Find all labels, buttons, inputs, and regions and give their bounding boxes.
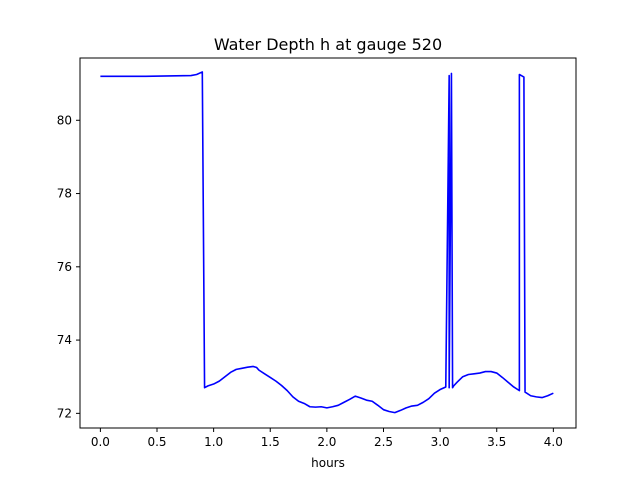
x-tick-label: 0.0 [91, 435, 110, 449]
series-layer [100, 71, 554, 414]
y-tick-label: 78 [57, 187, 72, 201]
x-tick-label: 1.5 [261, 435, 280, 449]
y-tick-label: 80 [57, 113, 72, 127]
y-axis: 72 74 76 78 80 [57, 113, 80, 420]
series-line [100, 71, 554, 414]
x-tick-label: 1.0 [204, 435, 223, 449]
x-tick-label: 2.0 [317, 435, 336, 449]
plot-area [80, 58, 576, 428]
x-axis: 0.0 0.5 1.0 1.5 2.0 2.5 3.0 3.5 4.0 [91, 428, 563, 449]
x-tick-label: 2.5 [374, 435, 393, 449]
plot-frame [79, 57, 577, 429]
x-tick-label: 0.5 [147, 435, 166, 449]
y-tick-label: 74 [57, 333, 72, 347]
x-tick-label: 3.5 [487, 435, 506, 449]
x-tick-label: 4.0 [544, 435, 563, 449]
chart-title: Water Depth h at gauge 520 [214, 35, 442, 54]
x-tick-label: 3.0 [431, 435, 450, 449]
y-tick-label: 76 [57, 260, 72, 274]
x-axis-label: hours [311, 456, 345, 470]
y-tick-label: 72 [57, 406, 72, 420]
